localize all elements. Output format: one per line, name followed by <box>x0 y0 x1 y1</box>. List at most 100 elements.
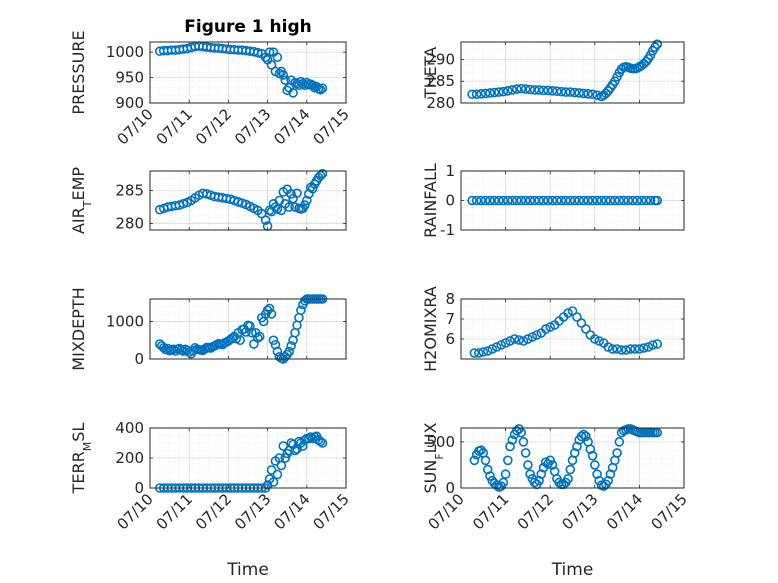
data-point <box>503 195 513 206</box>
data-point <box>503 455 513 466</box>
data-point <box>565 195 576 206</box>
data-point <box>545 322 556 332</box>
data-point <box>641 195 651 206</box>
data-point <box>467 89 477 100</box>
data-point <box>507 85 518 95</box>
data-point <box>607 344 618 354</box>
data-point <box>585 444 596 455</box>
data-point <box>518 336 529 346</box>
data-point <box>592 90 602 100</box>
data-point <box>572 441 582 452</box>
data-point <box>298 441 308 451</box>
axes-border <box>460 170 685 231</box>
data-point <box>315 436 326 447</box>
y-tick-label: 8 <box>445 290 455 308</box>
data-point <box>266 309 277 319</box>
data-point <box>514 335 524 345</box>
x-axis-label: Time <box>226 560 269 580</box>
data-point <box>556 195 567 206</box>
data-point <box>583 195 593 206</box>
data-point <box>268 335 279 346</box>
data-point <box>489 87 500 98</box>
panel-terr-msl: 0200400TERRMSL07/1007/1107/1207/1307/140… <box>69 419 353 580</box>
data-point <box>645 195 656 206</box>
data-point <box>652 427 663 438</box>
data-point <box>500 469 511 479</box>
x-tick-label: 07/12 <box>192 105 235 148</box>
data-point <box>280 75 291 85</box>
data-point <box>623 195 634 206</box>
data-point <box>286 341 296 351</box>
y-tick-label: 900 <box>115 94 144 112</box>
data-point <box>498 86 509 97</box>
x-tick-label: 07/13 <box>231 490 274 533</box>
data-point <box>540 324 551 334</box>
data-point <box>482 346 493 356</box>
data-point <box>523 334 533 344</box>
panel-h2omixra: 6 7 8 H2OMIXRA <box>421 286 685 372</box>
data-point <box>567 306 578 316</box>
data-point <box>525 84 535 95</box>
x-tick-label: 07/14 <box>603 490 646 533</box>
axes-border <box>149 170 347 231</box>
data-point <box>554 477 564 488</box>
data-point <box>536 469 547 479</box>
data-point <box>616 345 627 355</box>
data-point <box>247 327 257 338</box>
data-point <box>612 344 622 354</box>
data-point <box>523 460 533 470</box>
data-point <box>511 195 522 206</box>
x-tick-label: 07/15 <box>310 105 353 148</box>
data-point <box>543 85 553 96</box>
data-point <box>467 195 477 206</box>
data-point <box>282 85 293 96</box>
data-point <box>532 330 542 340</box>
panel-mixdepth: 0 1000 MIXDEPTH <box>69 287 347 371</box>
data-point <box>292 188 302 199</box>
x-tick-label: 07/12 <box>192 490 235 533</box>
data-point <box>643 342 654 352</box>
data-point <box>268 477 279 487</box>
axes-border <box>460 298 685 360</box>
data-point <box>652 39 663 49</box>
data-point <box>525 195 535 206</box>
data-point <box>305 432 316 442</box>
data-point <box>296 305 306 316</box>
y-tick-label: 200 <box>115 449 144 467</box>
data-point <box>605 195 616 206</box>
data-point <box>618 195 629 206</box>
data-point <box>552 86 562 97</box>
data-point <box>574 195 584 206</box>
data-point <box>578 195 589 206</box>
data-point <box>587 195 598 206</box>
data-point <box>511 84 522 94</box>
data-point <box>627 195 638 206</box>
x-tick-label: 07/15 <box>310 490 353 533</box>
data-point <box>278 441 289 451</box>
data-point <box>601 195 611 206</box>
data-point <box>476 445 486 455</box>
y-axis-label: AIRTEMP <box>69 167 94 234</box>
data-point <box>589 334 600 344</box>
data-point <box>603 342 613 352</box>
data-point <box>569 448 580 458</box>
data-point <box>252 47 263 58</box>
y-axis-label: THETA <box>421 47 440 99</box>
x-tick-label: 07/11 <box>153 105 196 148</box>
data-point <box>578 88 589 99</box>
y-tick-label: 285 <box>426 72 455 90</box>
data-point <box>547 460 558 470</box>
data-point <box>474 348 484 358</box>
data-point <box>592 195 602 206</box>
data-point <box>578 429 589 440</box>
data-point <box>485 471 495 481</box>
data-point <box>520 84 531 94</box>
data-point <box>317 83 328 94</box>
data-point <box>529 85 540 95</box>
data-point <box>552 195 562 206</box>
data-point <box>538 85 549 96</box>
x-tick-label: 07/13 <box>231 105 274 148</box>
data-point <box>252 333 263 343</box>
y-tick-label: 280 <box>115 214 144 232</box>
